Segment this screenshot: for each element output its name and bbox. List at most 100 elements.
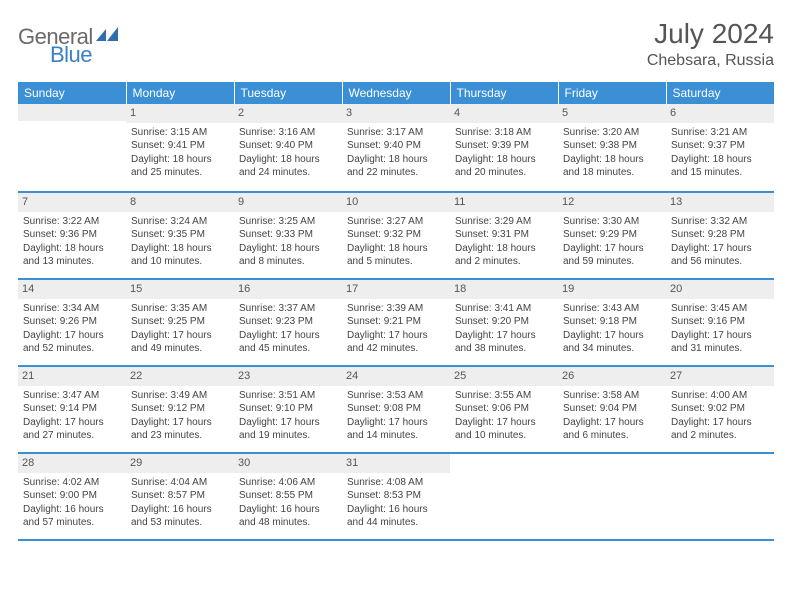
daylight-text: Daylight: 17 hours and 38 minutes. (455, 329, 553, 356)
day-cell: 11Sunrise: 3:29 AMSunset: 9:31 PMDayligh… (450, 193, 558, 279)
sunset-text: Sunset: 9:06 PM (455, 402, 553, 416)
week-row: 28Sunrise: 4:02 AMSunset: 9:00 PMDayligh… (18, 454, 774, 540)
sunrise-text: Sunrise: 4:00 AM (671, 389, 769, 403)
sunrise-text: Sunrise: 3:18 AM (455, 126, 553, 140)
daylight-text: Daylight: 17 hours and 34 minutes. (563, 329, 661, 356)
sunrise-text: Sunrise: 3:39 AM (347, 302, 445, 316)
sunrise-text: Sunrise: 3:51 AM (239, 389, 337, 403)
daylight-text: Daylight: 18 hours and 5 minutes. (347, 242, 445, 269)
day-cell: 30Sunrise: 4:06 AMSunset: 8:55 PMDayligh… (234, 454, 342, 540)
sunrise-text: Sunrise: 3:17 AM (347, 126, 445, 140)
day-cell: 12 Sunrise: 3:30 AMSunset: 9:29 PMDayligh… (558, 193, 666, 279)
day-number: 8 (126, 193, 234, 212)
day-cell: 29Sunrise: 4:04 AMSunset: 8:57 PMDayligh… (126, 454, 234, 540)
sunset-text: Sunset: 8:55 PM (239, 489, 337, 503)
sunset-text: Sunset: 9:26 PM (23, 315, 121, 329)
day-cell: 15Sunrise: 3:35 AMSunset: 9:25 PMDayligh… (126, 280, 234, 366)
sunrise-text: Sunrise: 3:30 AM (563, 215, 661, 229)
weekday-row: SundayMondayTuesdayWednesdayThursdayFrid… (18, 82, 774, 104)
sunset-text: Sunset: 9:41 PM (131, 139, 229, 153)
sunrise-text: Sunrise: 4:08 AM (347, 476, 445, 490)
day-number: 24 (342, 367, 450, 386)
day-cell: 9Sunrise: 3:25 AMSunset: 9:33 PMDaylight… (234, 193, 342, 279)
week-row: 7Sunrise: 3:22 AMSunset: 9:36 PMDaylight… (18, 193, 774, 279)
day-number: 14 (18, 280, 126, 299)
day-number: 27 (666, 367, 774, 386)
day-number: 19 (558, 280, 666, 299)
weekday-tuesday: Tuesday (234, 82, 342, 104)
daylight-text: Daylight: 17 hours and 56 minutes. (671, 242, 769, 269)
daylight-text: Daylight: 17 hours and 42 minutes. (347, 329, 445, 356)
daylight-text: Daylight: 17 hours and 52 minutes. (23, 329, 121, 356)
day-cell (450, 454, 558, 540)
day-number: 6 (666, 104, 774, 123)
daylight-text: Daylight: 16 hours and 57 minutes. (23, 503, 121, 530)
daylight-text: Daylight: 17 hours and 59 minutes. (563, 242, 661, 269)
sunset-text: Sunset: 9:02 PM (671, 402, 769, 416)
sunset-text: Sunset: 9:32 PM (347, 228, 445, 242)
day-cell: 31 Sunrise: 4:08 AMSunset: 8:53 PMDayligh… (342, 454, 450, 540)
sunset-text: Sunset: 9:40 PM (347, 139, 445, 153)
day-cell: 27 Sunrise: 4:00 AMSunset: 9:02 PMDayligh… (666, 367, 774, 453)
sunset-text: Sunset: 9:00 PM (23, 489, 121, 503)
sunrise-text: Sunrise: 4:06 AM (239, 476, 337, 490)
day-number: 28 (18, 454, 126, 473)
empty-day-head (18, 104, 126, 121)
day-cell: 3Sunrise: 3:17 AMSunset: 9:40 PMDaylight… (342, 104, 450, 192)
daylight-text: Daylight: 17 hours and 10 minutes. (455, 416, 553, 443)
day-number: 29 (126, 454, 234, 473)
sunrise-text: Sunrise: 3:58 AM (563, 389, 661, 403)
sunset-text: Sunset: 9:18 PM (563, 315, 661, 329)
daylight-text: Daylight: 18 hours and 20 minutes. (455, 153, 553, 180)
day-cell (666, 454, 774, 540)
day-cell (18, 104, 126, 192)
sunrise-text: Sunrise: 3:21 AM (671, 126, 769, 140)
title-block: July 2024 Chebsara, Russia (647, 18, 774, 70)
day-cell: 2Sunrise: 3:16 AMSunset: 9:40 PMDaylight… (234, 104, 342, 192)
day-number: 30 (234, 454, 342, 473)
sunset-text: Sunset: 9:21 PM (347, 315, 445, 329)
day-number: 12 (558, 193, 666, 212)
day-cell: 26Sunrise: 3:58 AMSunset: 9:04 PMDayligh… (558, 367, 666, 453)
week-row: 1Sunrise: 3:15 AMSunset: 9:41 PMDaylight… (18, 104, 774, 192)
daylight-text: Daylight: 18 hours and 25 minutes. (131, 153, 229, 180)
day-number: 13 (666, 193, 774, 212)
day-number: 26 (558, 367, 666, 386)
day-cell: 17Sunrise: 3:39 AMSunset: 9:21 PMDayligh… (342, 280, 450, 366)
sunrise-text: Sunrise: 3:20 AM (563, 126, 661, 140)
calendar-head: SundayMondayTuesdayWednesdayThursdayFrid… (18, 82, 774, 104)
day-number: 31 (342, 454, 450, 473)
daylight-text: Daylight: 17 hours and 6 minutes. (563, 416, 661, 443)
sunset-text: Sunset: 9:35 PM (131, 228, 229, 242)
day-number: 3 (342, 104, 450, 123)
daylight-text: Daylight: 17 hours and 49 minutes. (131, 329, 229, 356)
daylight-text: Daylight: 16 hours and 53 minutes. (131, 503, 229, 530)
day-number: 20 (666, 280, 774, 299)
day-number: 2 (234, 104, 342, 123)
daylight-text: Daylight: 17 hours and 45 minutes. (239, 329, 337, 356)
day-cell: 18Sunrise: 3:41 AMSunset: 9:20 PMDayligh… (450, 280, 558, 366)
daylight-text: Daylight: 18 hours and 10 minutes. (131, 242, 229, 269)
daylight-text: Daylight: 17 hours and 31 minutes. (671, 329, 769, 356)
sunrise-text: Sunrise: 3:25 AM (239, 215, 337, 229)
sunrise-text: Sunrise: 3:24 AM (131, 215, 229, 229)
sunset-text: Sunset: 9:25 PM (131, 315, 229, 329)
sunset-text: Sunset: 9:20 PM (455, 315, 553, 329)
sunrise-text: Sunrise: 4:04 AM (131, 476, 229, 490)
day-cell: 16Sunrise: 3:37 AMSunset: 9:23 PMDayligh… (234, 280, 342, 366)
sunset-text: Sunset: 9:29 PM (563, 228, 661, 242)
month-year: July 2024 (647, 18, 774, 50)
day-cell: 4Sunrise: 3:18 AMSunset: 9:39 PMDaylight… (450, 104, 558, 192)
sunrise-text: Sunrise: 3:34 AM (23, 302, 121, 316)
day-cell (558, 454, 666, 540)
week-separator (18, 540, 774, 541)
sunrise-text: Sunrise: 3:45 AM (671, 302, 769, 316)
sunrise-text: Sunrise: 3:37 AM (239, 302, 337, 316)
sunset-text: Sunset: 8:53 PM (347, 489, 445, 503)
day-cell: 10Sunrise: 3:27 AMSunset: 9:32 PMDayligh… (342, 193, 450, 279)
daylight-text: Daylight: 17 hours and 2 minutes. (671, 416, 769, 443)
day-number: 23 (234, 367, 342, 386)
daylight-text: Daylight: 16 hours and 44 minutes. (347, 503, 445, 530)
week-row: 21Sunrise: 3:47 AMSunset: 9:14 PMDayligh… (18, 367, 774, 453)
sunset-text: Sunset: 9:33 PM (239, 228, 337, 242)
